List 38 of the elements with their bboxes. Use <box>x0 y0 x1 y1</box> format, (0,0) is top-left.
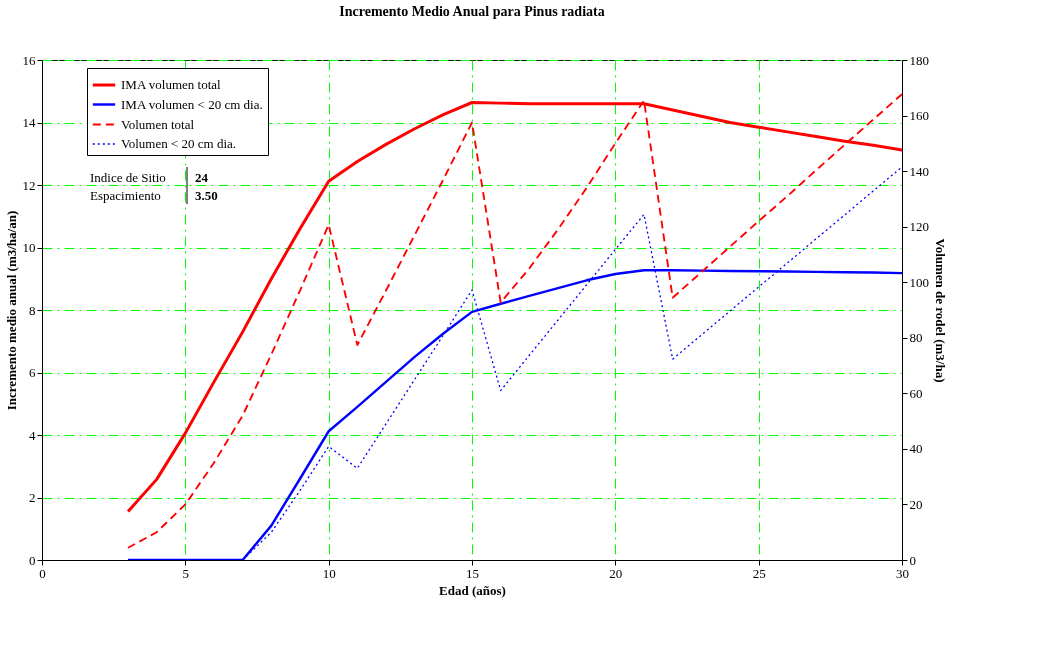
y2-tick-label: 0 <box>909 552 916 568</box>
y-tick-label: 0 <box>29 552 36 568</box>
x-tick-label: 0 <box>39 565 46 581</box>
legend-label: IMA volumen < 20 cm dia. <box>121 96 263 112</box>
y-tick-label: 14 <box>22 115 36 130</box>
y-tick-label: 12 <box>22 177 36 193</box>
annotation: Espacimiento <box>90 188 161 203</box>
y-tick-label: 6 <box>29 365 36 380</box>
chart-title: Incremento Medio Anual para Pinus radiata <box>339 4 605 19</box>
y2-tick-label: 100 <box>909 274 929 290</box>
y-tick-label: 8 <box>29 302 36 318</box>
x-tick-label: 10 <box>322 565 336 581</box>
x-tick-label: 15 <box>466 565 479 581</box>
annotation: Indice de Sitio <box>90 170 166 185</box>
y2-tick-label: 60 <box>909 385 923 401</box>
legend-label: Volumen total <box>121 116 195 132</box>
y2-tick-label: 180 <box>909 52 929 68</box>
y2-tick-label: 20 <box>909 496 923 512</box>
x-tick-label: 25 <box>752 565 766 581</box>
legend-label: IMA volumen total <box>121 77 222 92</box>
x-tick-label: 20 <box>609 565 623 581</box>
x-axis-title: Edad (años) <box>439 582 506 598</box>
y2-tick-label: 120 <box>909 219 929 235</box>
annotation: 24 <box>195 170 209 185</box>
legend-label: Volumen < 20 cm dia. <box>121 136 237 151</box>
y-tick-label: 16 <box>22 52 36 68</box>
y-tick-label: 4 <box>29 427 36 443</box>
y2-tick-label: 40 <box>909 441 923 457</box>
x-tick-label: 30 <box>896 565 909 581</box>
y-tick-label: 2 <box>29 490 36 505</box>
y-tick-label: 10 <box>22 240 36 255</box>
x-tick-label: 5 <box>182 565 190 581</box>
y2-tick-label: 160 <box>909 108 929 124</box>
y-axis-title: Incremento medio anual (m3/ha/an) <box>3 210 19 411</box>
y2-tick-label: 80 <box>909 330 923 346</box>
y2-tick-label: 140 <box>909 163 929 179</box>
annotation: 3.50 <box>195 188 218 203</box>
y2-axis-title: Volumen de rodel (m3/ha) <box>933 238 948 383</box>
